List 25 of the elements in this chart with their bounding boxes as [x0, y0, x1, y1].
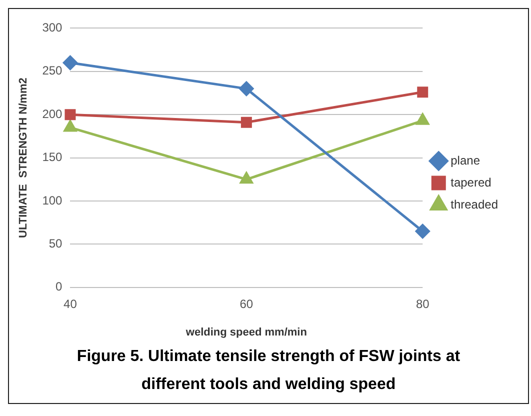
y-tick-label: 300	[42, 20, 63, 35]
x-tick-label: 40	[64, 296, 78, 311]
y-tick-label: 150	[42, 150, 63, 164]
point	[239, 81, 254, 96]
legend-label: plane	[450, 153, 480, 168]
x-axis-title: welding speed mm/min	[184, 326, 308, 338]
point	[416, 113, 430, 125]
y-tick-label: 200	[42, 106, 63, 121]
y-tick-label: 0	[56, 280, 63, 294]
x-tick-label: 60	[240, 296, 254, 311]
point	[62, 56, 78, 70]
legend-label: tapered	[450, 175, 492, 190]
point	[240, 172, 253, 184]
legend-label: threaded	[450, 197, 498, 212]
point	[64, 120, 77, 132]
point	[417, 86, 428, 98]
x-tick-label: 80	[416, 296, 430, 311]
caption: Figure 5. Ultimate tensile strength of FSW joints at different tools and welding speed	[76, 347, 462, 395]
y-tick-label: 250	[42, 64, 63, 78]
y-tick-label: 100	[42, 193, 63, 208]
point	[415, 224, 430, 238]
y-axis-title: ULTIMATE STRENGTH N/mm2	[18, 78, 30, 238]
point	[64, 109, 76, 120]
point	[240, 116, 252, 128]
y-tick-label: 50	[48, 236, 63, 251]
